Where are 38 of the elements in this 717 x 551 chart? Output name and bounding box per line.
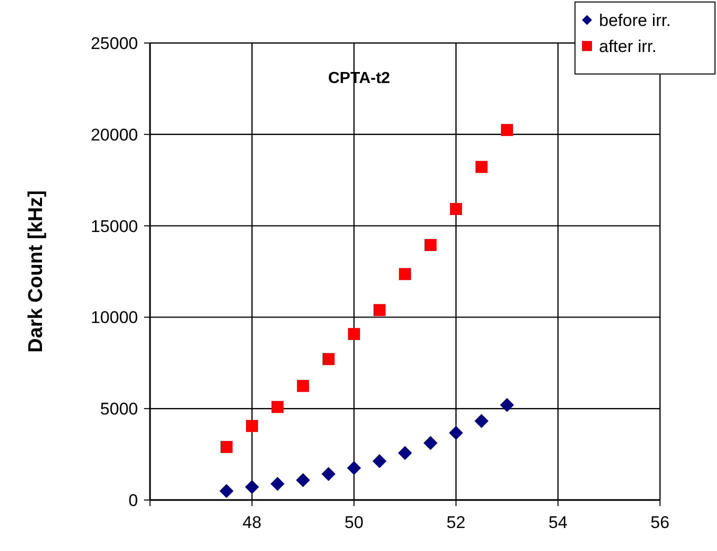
point	[272, 400, 284, 413]
y-tick-label: 10000	[90, 308, 138, 328]
point	[474, 414, 488, 428]
point	[398, 446, 412, 460]
point	[245, 480, 259, 494]
y-tick-label: 15000	[90, 216, 138, 236]
point	[246, 420, 258, 432]
y-tick-label: 0	[128, 491, 138, 510]
legend-label: before irr.	[599, 11, 671, 30]
point	[270, 476, 284, 491]
point	[347, 461, 361, 476]
point	[424, 238, 436, 251]
point	[322, 353, 334, 366]
y-axis-title: Dark Count [kHz]	[25, 190, 47, 353]
point	[296, 473, 310, 488]
x-tick-label: 52	[446, 513, 466, 532]
y-tick-label: 5000	[100, 400, 138, 419]
point	[449, 426, 463, 440]
point	[500, 398, 514, 412]
x-tick-label: 56	[650, 513, 670, 532]
point	[348, 328, 360, 340]
point	[424, 436, 438, 450]
x-tick-label: 48	[242, 513, 262, 532]
point	[374, 304, 386, 316]
point	[322, 467, 336, 482]
y-tick-label: 20000	[90, 125, 138, 144]
point	[220, 440, 232, 453]
legend-label: after irr.	[599, 37, 657, 56]
y-tick-label: 25000	[90, 34, 138, 53]
point	[450, 202, 462, 215]
point	[476, 160, 488, 173]
point	[501, 124, 513, 136]
point	[297, 380, 309, 392]
point	[372, 454, 386, 468]
point	[399, 268, 411, 280]
x-tick-label: 54	[548, 513, 568, 532]
x-tick-label: 50	[344, 513, 364, 532]
point	[220, 484, 234, 498]
